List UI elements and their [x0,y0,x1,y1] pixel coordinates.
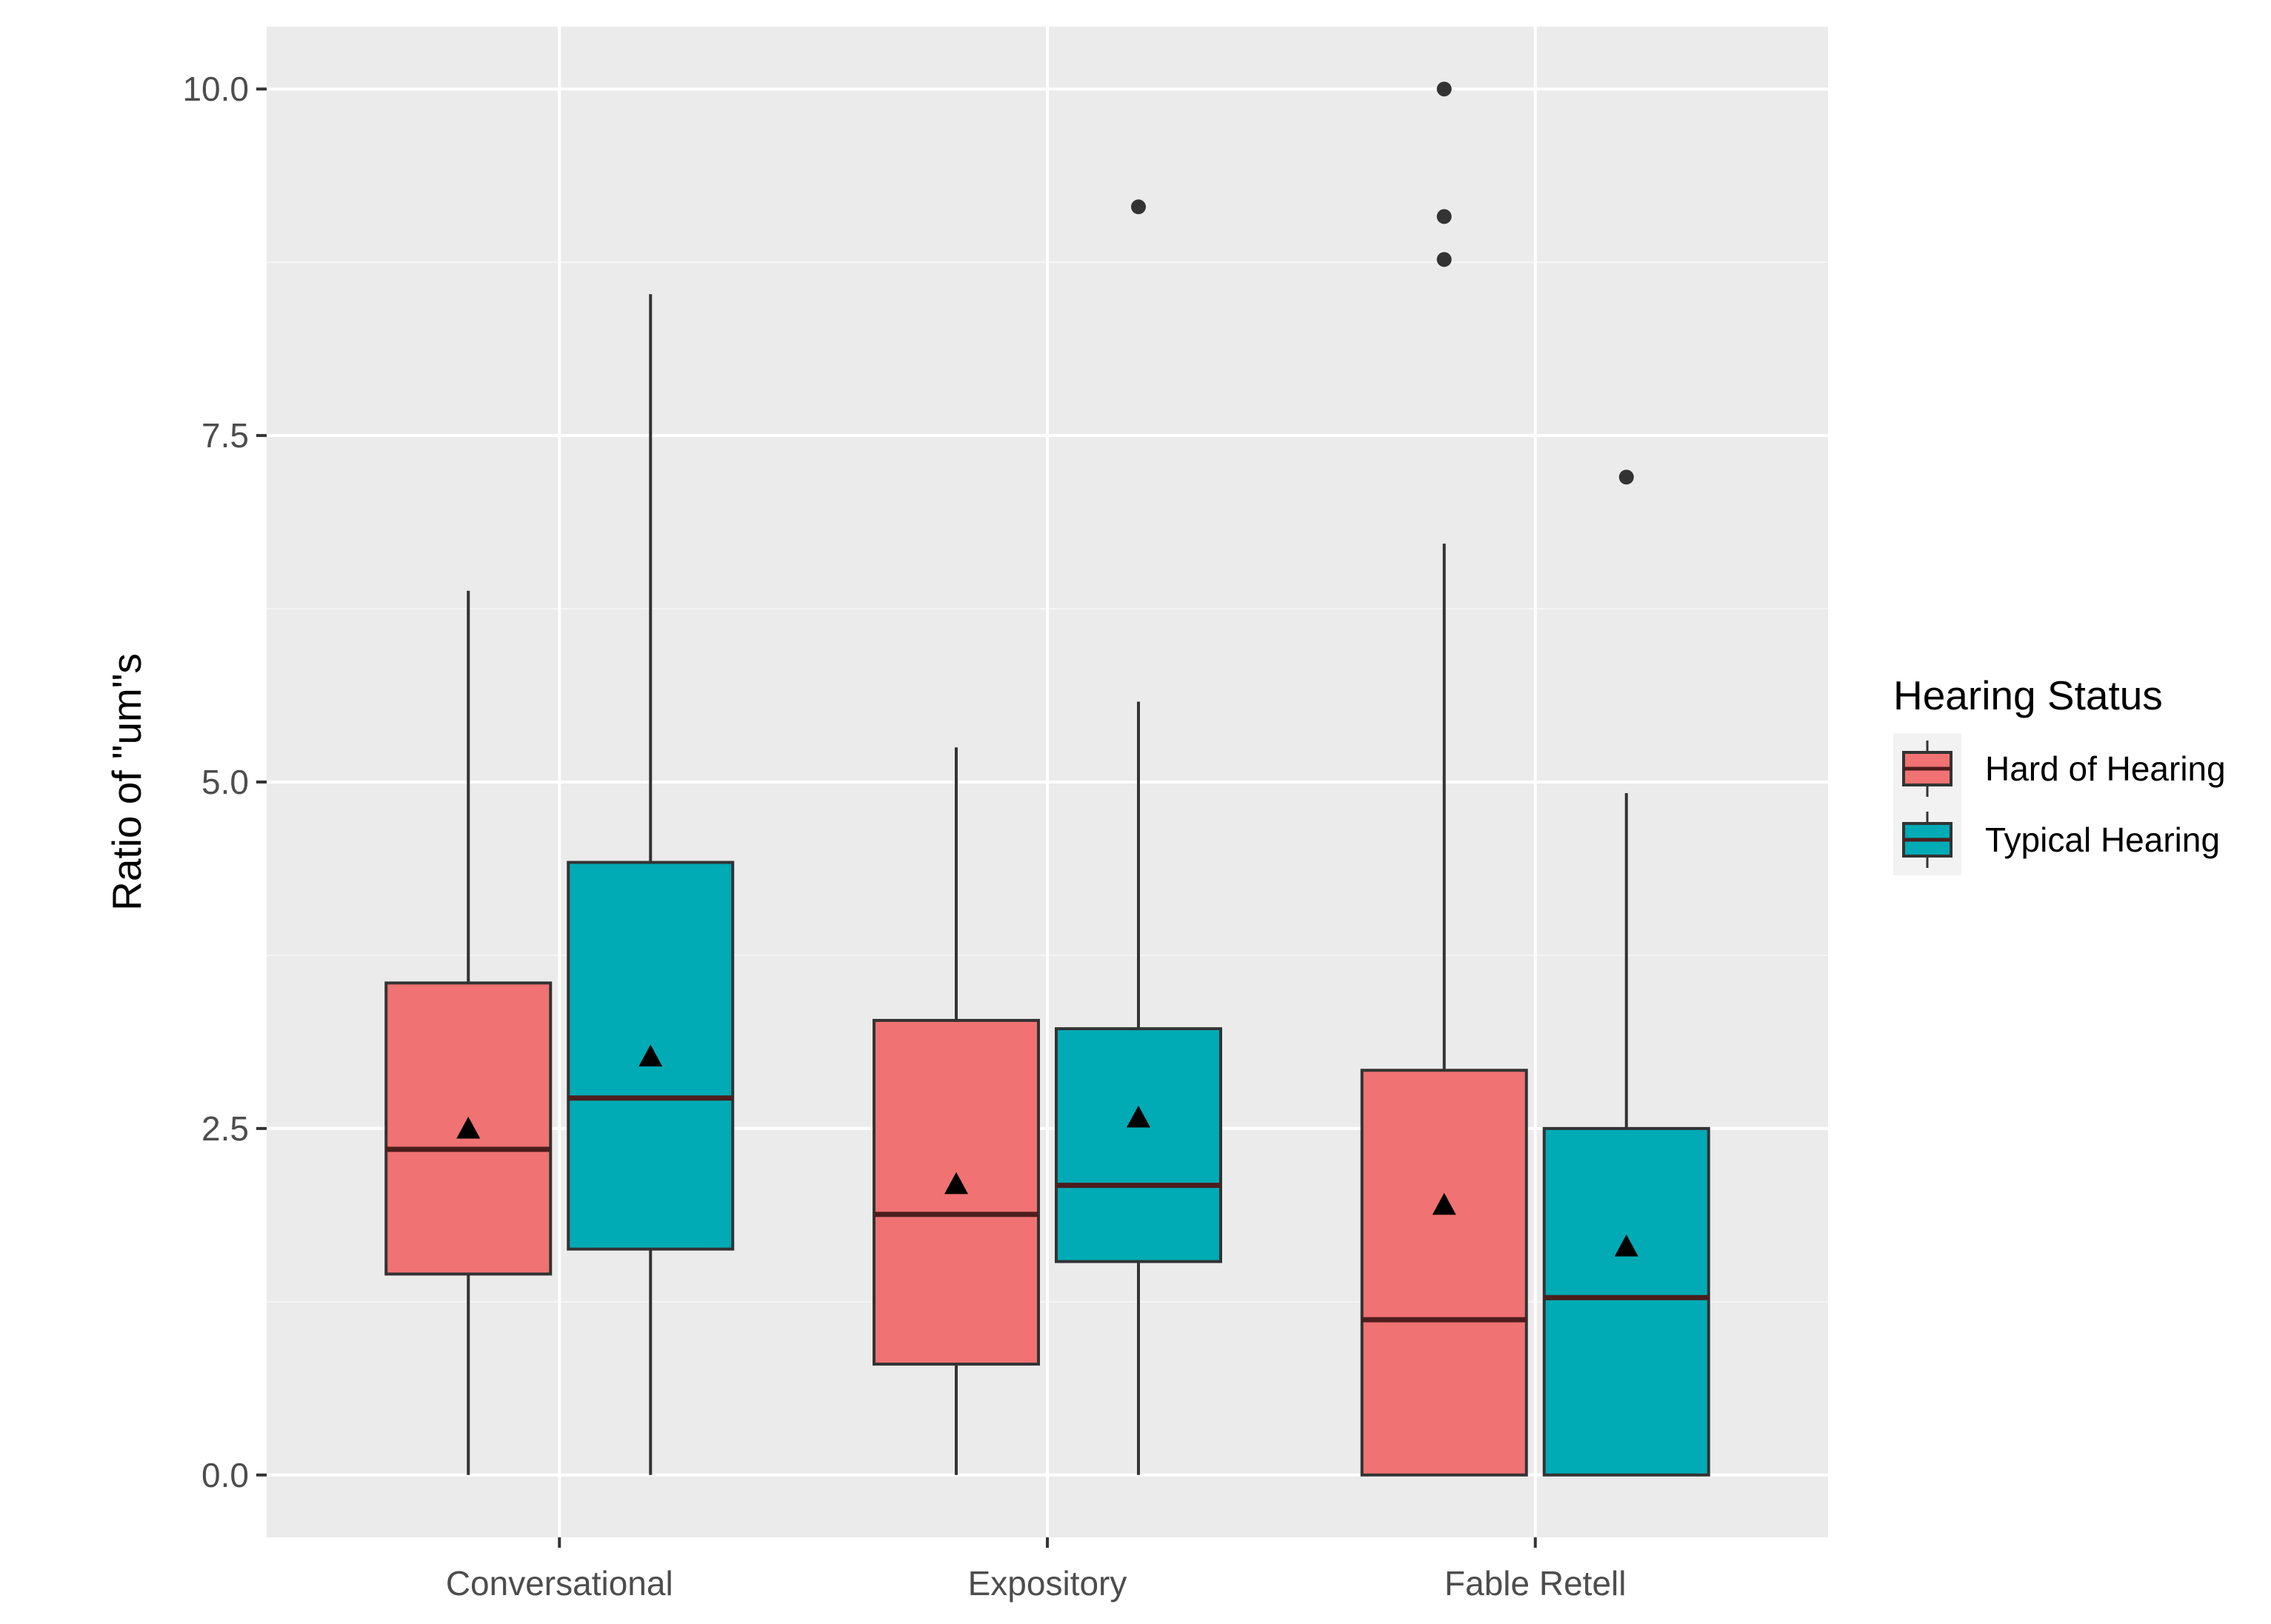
mean-marker [944,1172,968,1194]
box-group [873,747,1040,1475]
box-iqr [1360,1069,1528,1477]
outlier-point [1436,209,1452,224]
boxes [384,81,1710,1477]
x-tick-label: Conversational [446,1564,673,1603]
mean-marker [1127,1105,1150,1128]
x-tick-label: Fable Retell [1444,1564,1626,1603]
y-tick-label: 2.5 [201,1109,249,1148]
outlier-point [1436,252,1452,267]
mean-marker [1614,1234,1638,1257]
box-group [1360,81,1528,1477]
y-tick-label: 7.5 [201,416,249,455]
box-iqr [1542,1126,1710,1477]
x-tick-label: Expository [968,1564,1127,1603]
axes: 0.0 2.5 5.0 7.5 10.0 Conversational Expository… [182,70,1626,1603]
box-iqr [1055,1027,1222,1263]
legend-entry-label: Typical Hearing [1985,821,2220,859]
legend: Hearing Status Hard of Hearing Typical He… [1893,672,2226,875]
box-group [1542,470,1710,1477]
outlier-point [1131,199,1146,215]
y-tick-label: 5.0 [201,763,249,801]
gridlines [267,27,1828,1537]
legend-entry-label: Hard of Hearing [1985,749,2226,788]
outlier-point [1436,81,1452,97]
legend-title: Hearing Status [1893,672,2163,718]
box-group [384,590,553,1475]
outlier-point [1618,470,1634,485]
y-axis-title: Ratio of "um"s [104,653,150,911]
box-group [567,294,735,1475]
mean-marker [638,1044,663,1067]
mean-marker [456,1116,481,1139]
mean-marker [1432,1192,1456,1215]
box-group [1055,199,1222,1475]
y-tick-label: 0.0 [201,1456,249,1494]
y-tick-label: 10.0 [182,70,249,108]
